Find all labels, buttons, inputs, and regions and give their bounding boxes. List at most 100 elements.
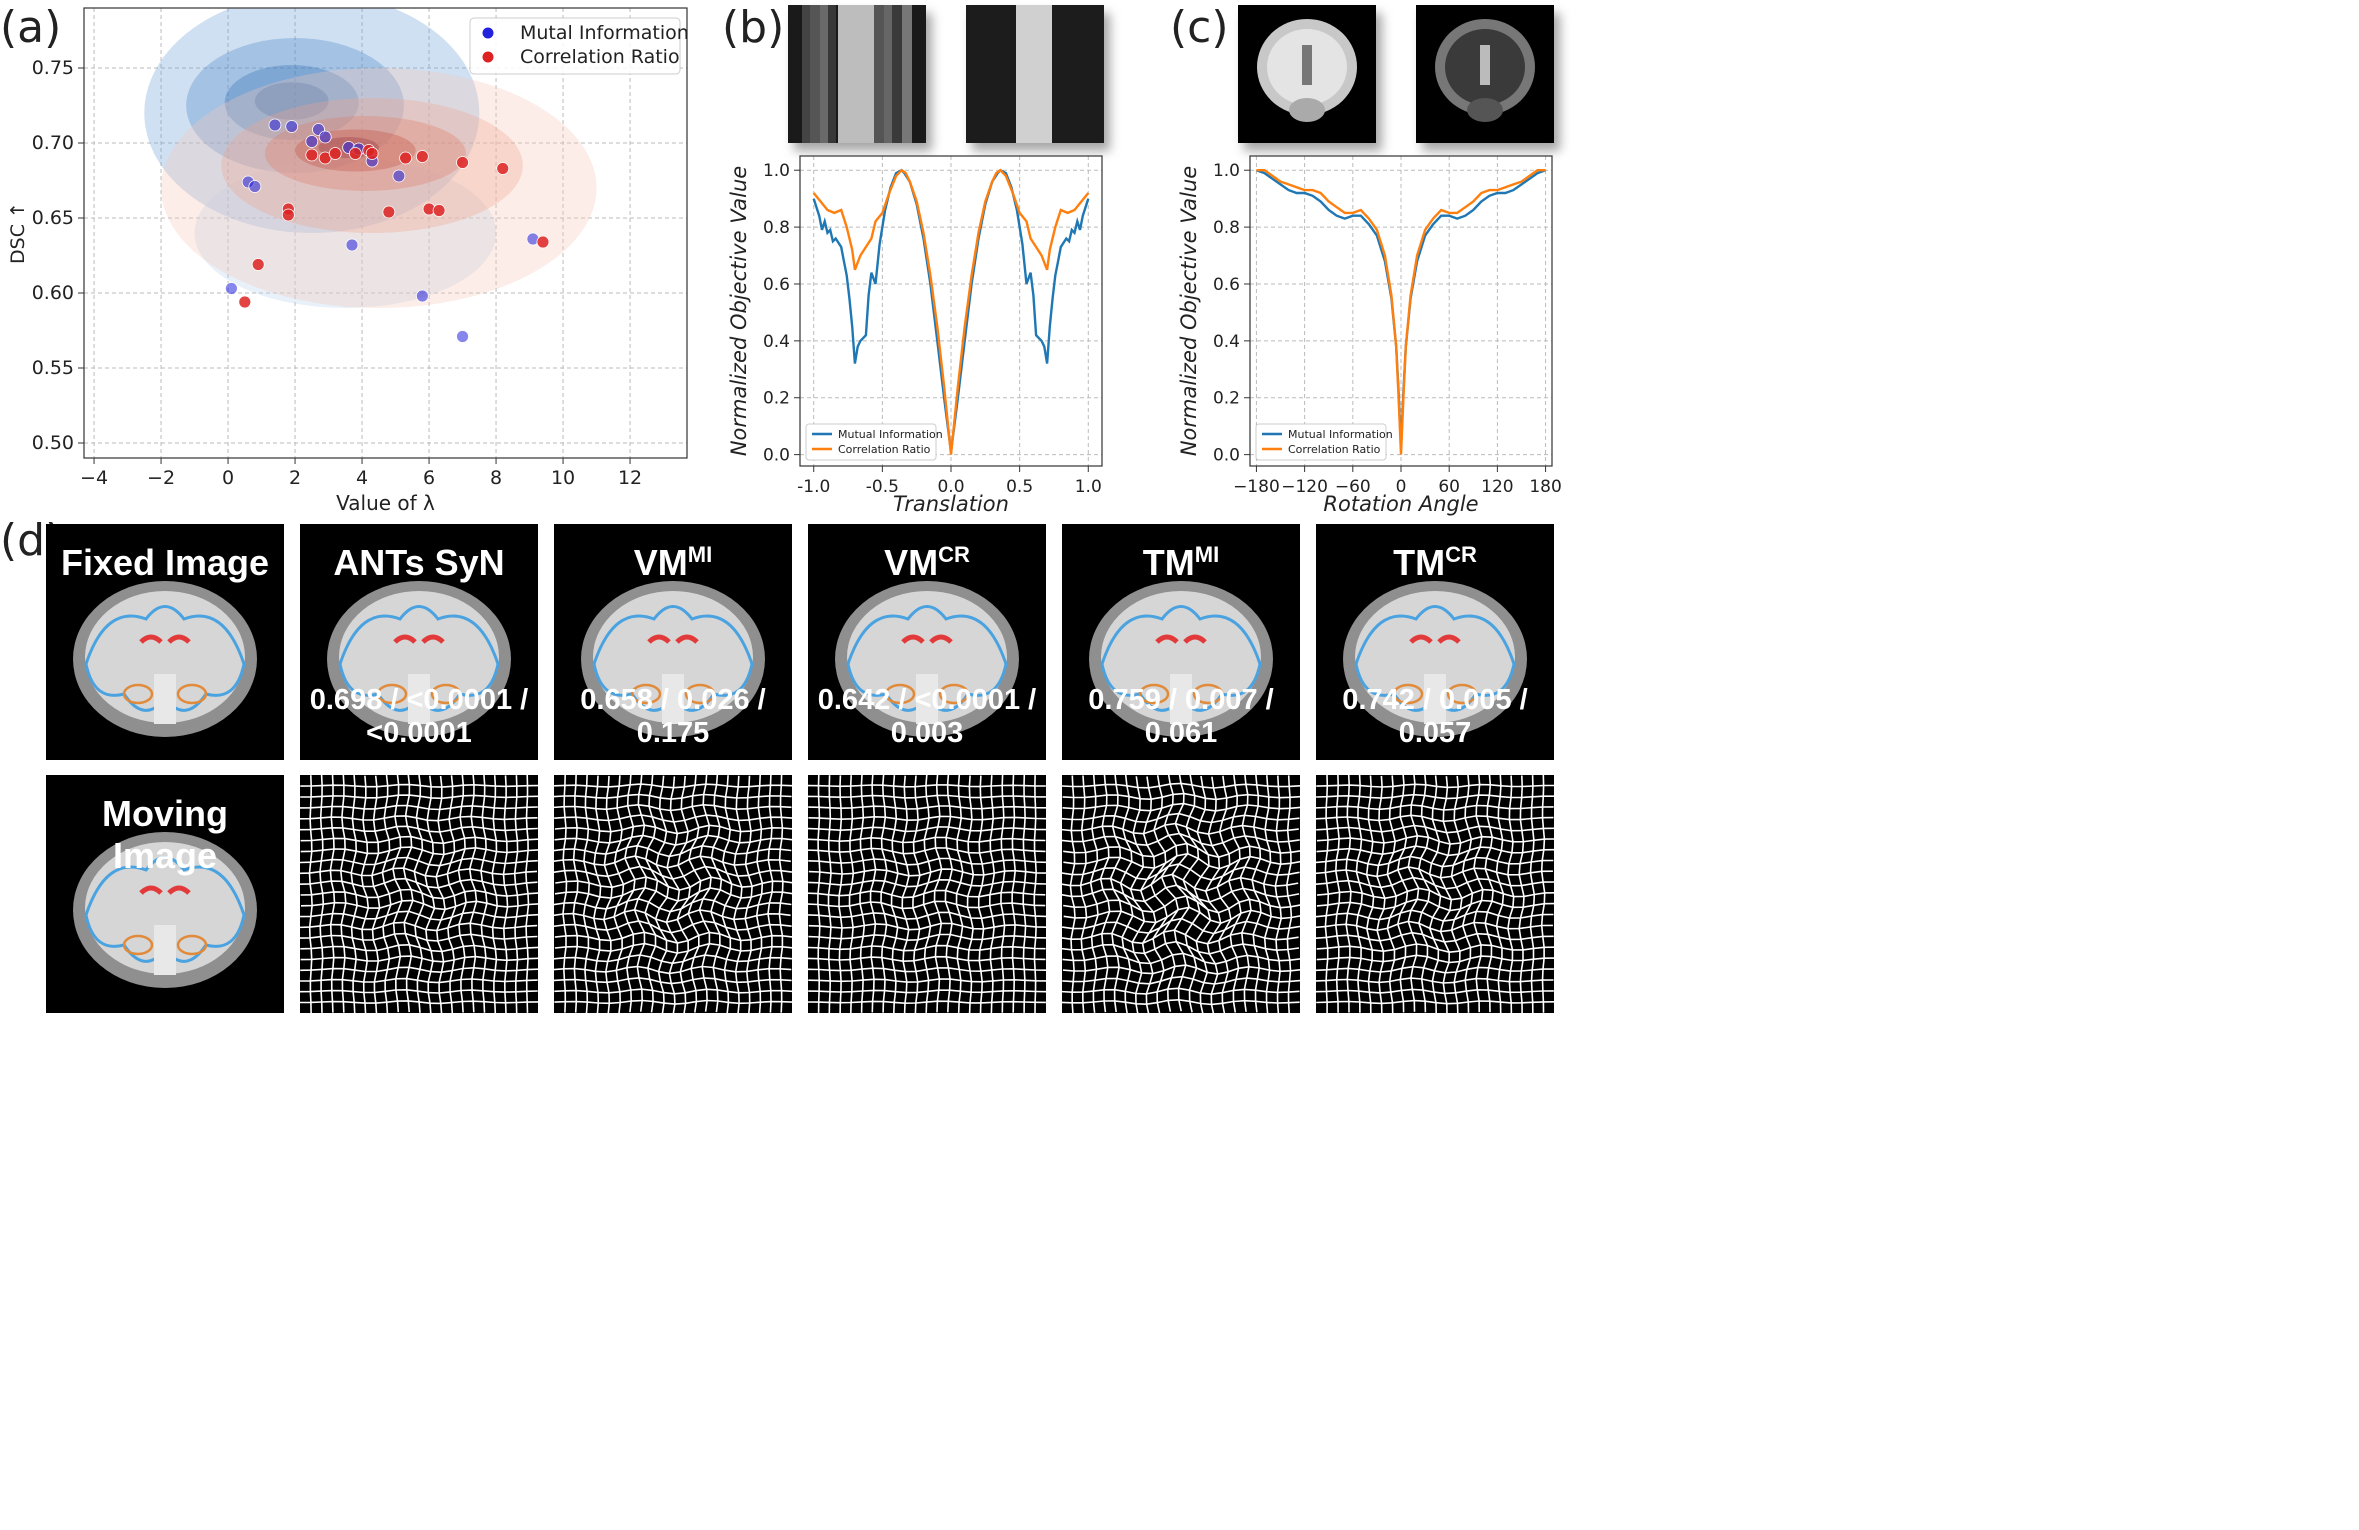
grid-line-vertical bbox=[755, 775, 764, 1013]
grid-line-horizontal bbox=[300, 955, 538, 963]
hippocampus-right-outline bbox=[176, 934, 208, 956]
grid-line-vertical bbox=[392, 775, 403, 1013]
grid-line-vertical bbox=[1407, 775, 1420, 1012]
grid-line-horizontal bbox=[1062, 952, 1300, 965]
method-name: ANTs SyN bbox=[333, 542, 505, 583]
grid-line-horizontal bbox=[808, 847, 1046, 855]
ventricle-outline bbox=[901, 634, 953, 644]
plot-frame bbox=[799, 155, 1103, 467]
mi-point bbox=[248, 180, 262, 193]
grid-line-vertical bbox=[912, 775, 921, 1013]
x-axis-title: Rotation Angle bbox=[1323, 492, 1478, 516]
brain-slice bbox=[581, 581, 765, 737]
method-title: VMMI bbox=[554, 542, 792, 584]
x-tick-label: -1.0 bbox=[797, 477, 830, 497]
cr-point bbox=[496, 162, 510, 175]
grid-line-horizontal bbox=[1316, 954, 1554, 964]
grid-line-horizontal bbox=[808, 815, 1046, 822]
brain-slice bbox=[327, 581, 511, 737]
grid-line-vertical bbox=[435, 775, 446, 1013]
chart-b: -1.0 -0.5 0.0 0.5 1.0 0.0 0.2 0.4 0.6 0.8 1.0 Mutua… bbox=[727, 155, 1103, 516]
cr-point bbox=[305, 148, 319, 162]
grid-line-vertical bbox=[1216, 775, 1232, 1013]
deformation-grid bbox=[1062, 775, 1300, 1013]
grid-line-horizontal bbox=[1316, 999, 1554, 1005]
method-name: TM bbox=[1142, 542, 1195, 583]
hippocampus-left-outline bbox=[376, 683, 408, 705]
deformation-field-tile bbox=[1316, 775, 1554, 1013]
deformation-field-tile bbox=[554, 775, 792, 1013]
grid-line-vertical bbox=[1227, 775, 1242, 1013]
grid-line-horizontal bbox=[300, 835, 538, 845]
grid-line-vertical bbox=[1000, 775, 1006, 1013]
x-tick-label: 0 bbox=[1396, 477, 1407, 497]
grid-line-vertical bbox=[644, 775, 659, 1013]
grid-line-horizontal bbox=[300, 783, 538, 788]
plot-frame bbox=[1249, 155, 1553, 467]
cr-point bbox=[456, 156, 469, 169]
deformation-grid bbox=[808, 775, 1046, 1013]
grid-line-horizontal bbox=[1062, 822, 1299, 835]
grid-line-horizontal bbox=[808, 889, 1046, 899]
brain-slice bbox=[1089, 581, 1273, 737]
deformation-field-tile bbox=[300, 775, 538, 1013]
density-contour-mi bbox=[194, 158, 497, 308]
legend-label: Correlation Ratio bbox=[520, 46, 680, 68]
grid-line-vertical bbox=[1334, 775, 1341, 1013]
grid-line-vertical bbox=[1239, 775, 1252, 1012]
grid-line-vertical bbox=[1439, 776, 1453, 1013]
hippocampus-right-outline bbox=[430, 683, 462, 705]
grid-line-vertical bbox=[402, 775, 414, 1013]
grid-line-vertical bbox=[1345, 775, 1352, 1013]
grid-line-horizontal bbox=[1316, 931, 1554, 943]
panel-a-label: (a) bbox=[0, 2, 62, 53]
brain-slice bbox=[835, 581, 1019, 737]
y-tick-label: 0.8 bbox=[1213, 218, 1240, 238]
grid-line-vertical bbox=[360, 775, 370, 1013]
grid-line-horizontal bbox=[554, 793, 792, 800]
grid-line-horizontal bbox=[554, 999, 792, 1005]
grid-line-horizontal bbox=[554, 886, 792, 902]
grid-line-horizontal bbox=[554, 897, 792, 913]
method-result-tile: TMCR 0.742 / 0.005 / 0.057 bbox=[1316, 524, 1554, 760]
method-score: 0.759 / 0.007 / 0.061 bbox=[1088, 684, 1274, 749]
grid-line-vertical bbox=[1099, 775, 1111, 1013]
chart-c: −180 −120 −60 0 60 120 180 0.0 0.2 0.4 0.6 0.8 1.0 Mu… bbox=[1177, 155, 1562, 516]
grid-line-horizontal bbox=[1316, 965, 1554, 974]
y-tick-label: 1.0 bbox=[1213, 161, 1240, 181]
grid-line-vertical bbox=[1160, 775, 1180, 1012]
method-result-tile: TMMI 0.759 / 0.007 / 0.061 bbox=[1062, 524, 1300, 760]
grid-line-vertical bbox=[468, 775, 478, 1013]
x-tick-label: 12 bbox=[618, 467, 642, 489]
grid-line-horizontal bbox=[554, 988, 792, 995]
y-tick-label: 0.8 bbox=[763, 218, 790, 238]
y-axis-title: Normalized Objective Value bbox=[1177, 166, 1201, 456]
grid-line-horizontal bbox=[554, 855, 791, 869]
grid-line-horizontal bbox=[554, 865, 792, 880]
method-score: 0.698 / <0.0001 / <0.0001 bbox=[309, 684, 529, 749]
grid-line-horizontal bbox=[554, 824, 792, 835]
grid-line-vertical bbox=[424, 775, 436, 1013]
cr-point bbox=[251, 258, 265, 271]
method-title: TMCR bbox=[1316, 542, 1554, 584]
legend-marker bbox=[482, 27, 494, 39]
legend-label: Mutual Information bbox=[1288, 428, 1393, 441]
grid-line-horizontal bbox=[1316, 834, 1554, 845]
y-tick-label: 1.0 bbox=[763, 161, 790, 181]
x-tick-label: −60 bbox=[1335, 477, 1371, 497]
x-tick-label: 2 bbox=[289, 467, 301, 489]
grid-line-horizontal bbox=[808, 933, 1046, 942]
grid-line-horizontal bbox=[1062, 940, 1300, 955]
method-title: TMMI bbox=[1062, 542, 1300, 584]
deformation-field-tile bbox=[1062, 775, 1300, 1013]
grid-line-vertical bbox=[1461, 775, 1474, 1013]
grid-line-horizontal bbox=[1062, 975, 1300, 985]
deformation-field-tile bbox=[808, 775, 1046, 1013]
grid-line-horizontal bbox=[300, 932, 538, 942]
grid-line-vertical bbox=[491, 775, 499, 1013]
grid-line-horizontal bbox=[1316, 804, 1554, 811]
grid-line-vertical bbox=[988, 775, 996, 1013]
method-score: 0.742 / 0.005 / 0.057 bbox=[1342, 684, 1528, 749]
grid-line-horizontal bbox=[1063, 895, 1300, 914]
mi-point bbox=[456, 330, 469, 343]
